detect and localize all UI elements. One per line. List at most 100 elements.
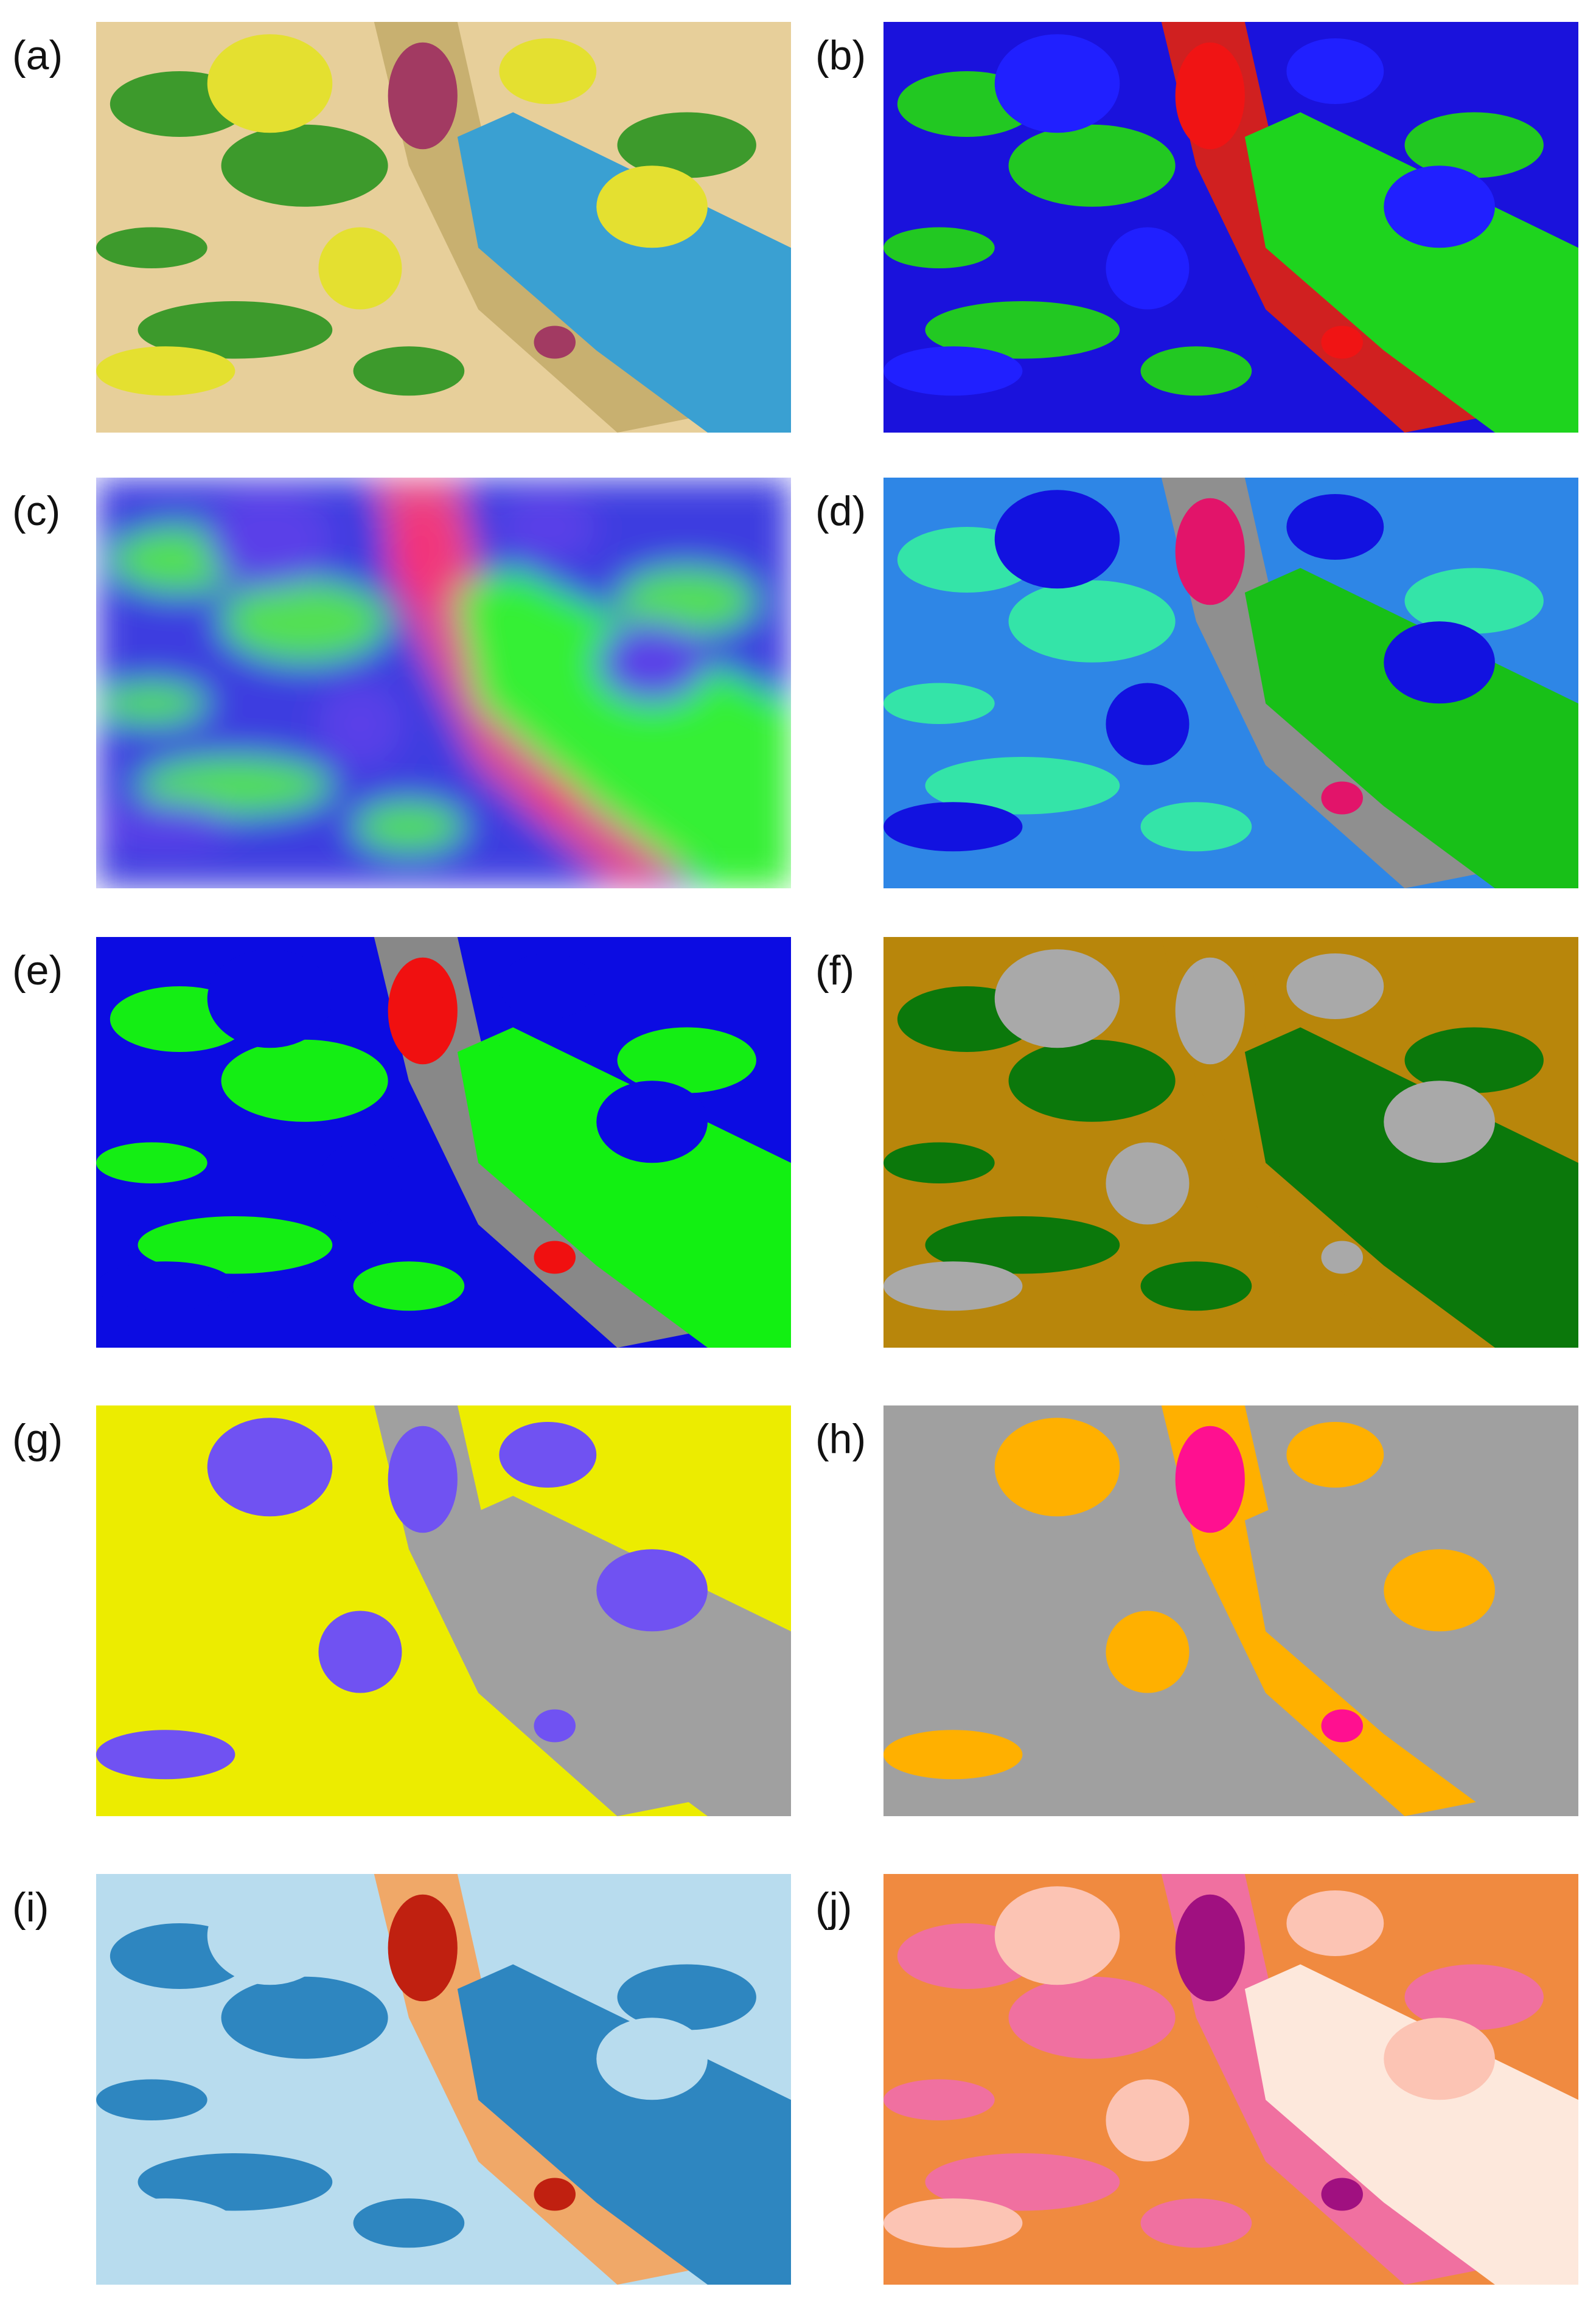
map-panel bbox=[883, 22, 1578, 433]
map-region bbox=[883, 802, 1023, 852]
map-urban bbox=[1321, 1241, 1363, 1274]
map-region bbox=[617, 1027, 756, 1093]
map-region bbox=[318, 227, 402, 310]
map-region bbox=[1286, 1422, 1384, 1488]
map-region bbox=[1404, 568, 1544, 634]
map-panel bbox=[883, 1874, 1578, 2285]
map-urban bbox=[388, 957, 458, 1065]
map-region bbox=[96, 2198, 235, 2248]
map-region bbox=[221, 1039, 388, 1122]
map-region bbox=[1106, 2079, 1190, 2162]
map-region bbox=[596, 1081, 708, 1163]
map-region bbox=[617, 1964, 756, 2030]
map-urban bbox=[534, 2178, 576, 2211]
map-region bbox=[318, 1142, 402, 1225]
map-region bbox=[883, 1611, 995, 1652]
panel-label: (e) bbox=[12, 947, 63, 994]
map-region bbox=[925, 1685, 1120, 1743]
map-region bbox=[617, 1496, 756, 1562]
map-lake bbox=[457, 112, 791, 433]
map-region bbox=[353, 1730, 465, 1780]
map-panel bbox=[96, 937, 791, 1348]
map-region bbox=[138, 301, 333, 359]
map-region bbox=[883, 1142, 995, 1183]
map-region bbox=[596, 2018, 708, 2100]
map-lake bbox=[457, 1496, 791, 1816]
map-layer bbox=[96, 1405, 791, 1816]
map-region bbox=[96, 1261, 235, 1311]
panel-label: (h) bbox=[815, 1416, 866, 1462]
map-region bbox=[1384, 2018, 1495, 2100]
map-region bbox=[883, 1261, 1023, 1311]
map-region bbox=[925, 301, 1120, 359]
map-region bbox=[1404, 1027, 1544, 1093]
map-region bbox=[138, 1216, 333, 1274]
map-region bbox=[1008, 1976, 1176, 2059]
map-panel bbox=[883, 478, 1578, 888]
map-region bbox=[1286, 1890, 1384, 1956]
map-region bbox=[1384, 621, 1495, 704]
map-urban bbox=[534, 1241, 576, 1274]
map-region bbox=[207, 949, 333, 1048]
map-region bbox=[617, 112, 756, 178]
panel-label: (c) bbox=[12, 488, 60, 534]
map-urban bbox=[388, 42, 458, 150]
map-region bbox=[1008, 1039, 1176, 1122]
map-region bbox=[1404, 112, 1544, 178]
map-lake bbox=[1244, 1027, 1578, 1348]
map-region bbox=[1384, 165, 1495, 248]
map-region bbox=[499, 953, 597, 1019]
map-panel bbox=[883, 1405, 1578, 1816]
map-region bbox=[1404, 1964, 1544, 2030]
map-region bbox=[883, 227, 995, 268]
map-lake bbox=[1244, 1964, 1578, 2285]
map-region bbox=[96, 1730, 235, 1780]
map-region bbox=[499, 494, 597, 560]
map-lake bbox=[457, 568, 791, 888]
map-region bbox=[353, 802, 465, 852]
map-layer bbox=[96, 937, 791, 1348]
map-region bbox=[617, 568, 756, 634]
map-region bbox=[883, 2079, 995, 2120]
map-region bbox=[207, 490, 333, 589]
map-urban bbox=[534, 781, 576, 815]
map-region bbox=[596, 1549, 708, 1632]
map-region bbox=[883, 346, 1023, 396]
map-region bbox=[96, 802, 235, 852]
panel-label: (j) bbox=[815, 1884, 852, 1931]
map-urban bbox=[1321, 326, 1363, 359]
map-region bbox=[318, 1611, 402, 1693]
map-region bbox=[1140, 1730, 1252, 1780]
map-region bbox=[925, 1216, 1120, 1274]
map-urban bbox=[1175, 42, 1245, 150]
map-layer bbox=[96, 22, 791, 433]
panel-label: (b) bbox=[815, 32, 866, 78]
map-region bbox=[1008, 580, 1176, 663]
map-region bbox=[994, 1418, 1120, 1517]
map-region bbox=[1106, 1142, 1190, 1225]
map-panel bbox=[883, 937, 1578, 1348]
map-panel bbox=[96, 1874, 791, 2285]
map-urban bbox=[534, 1709, 576, 1743]
panel-label: (i) bbox=[12, 1884, 49, 1931]
map-region bbox=[96, 346, 235, 396]
map-urban bbox=[534, 326, 576, 359]
map-region bbox=[499, 1422, 597, 1488]
panel-label: (g) bbox=[12, 1416, 63, 1462]
map-urban bbox=[1175, 1894, 1245, 2002]
map-layer bbox=[96, 478, 791, 888]
map-lake bbox=[1244, 568, 1578, 888]
map-region bbox=[994, 34, 1120, 133]
map-region bbox=[883, 2198, 1023, 2248]
map-region bbox=[1286, 953, 1384, 1019]
map-urban bbox=[388, 1426, 458, 1533]
map-region bbox=[925, 2153, 1120, 2211]
map-region bbox=[925, 757, 1120, 815]
map-region bbox=[596, 621, 708, 704]
map-region bbox=[96, 1142, 207, 1183]
panel-label: (a) bbox=[12, 32, 63, 78]
map-region bbox=[1008, 1508, 1176, 1590]
map-region bbox=[1008, 124, 1176, 207]
